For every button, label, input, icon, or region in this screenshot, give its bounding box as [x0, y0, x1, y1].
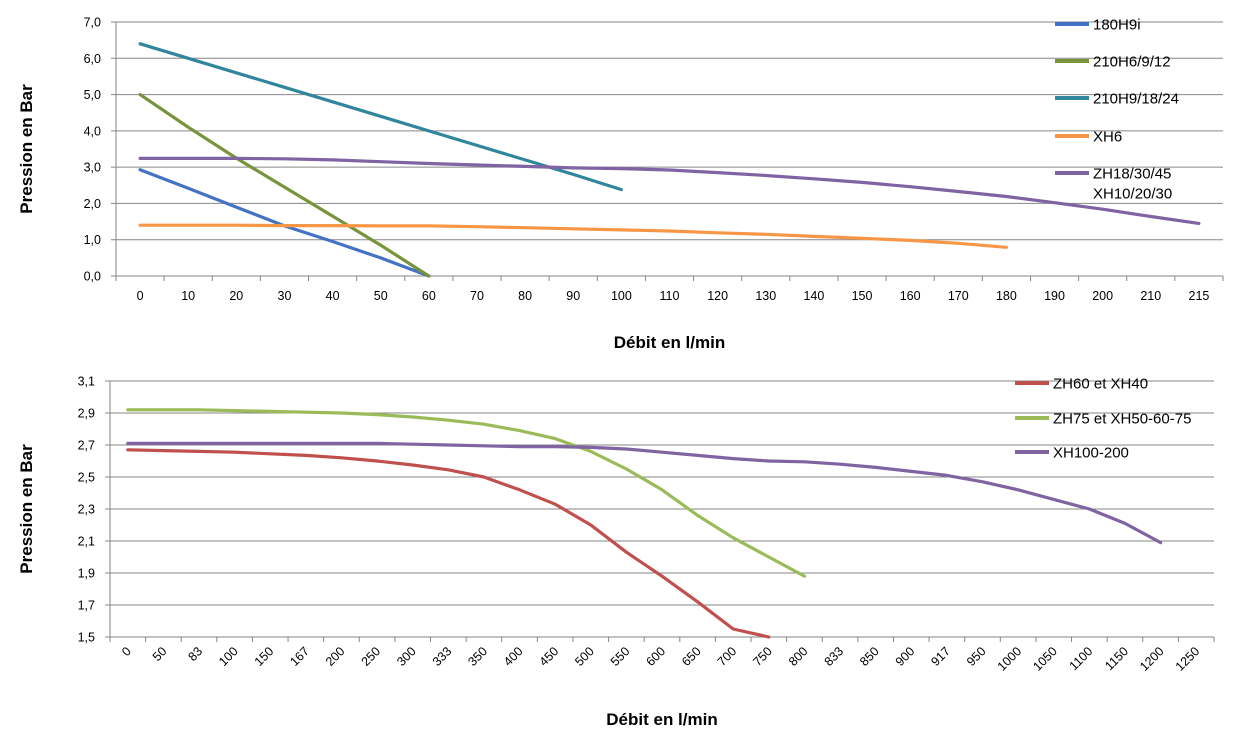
x-tick-label: 0 — [137, 289, 144, 303]
x-tick-label: 1250 — [1173, 644, 1203, 674]
x-tick-label: 917 — [928, 644, 953, 669]
legend-label: 210H6/9/12 — [1093, 54, 1171, 71]
x-tick-label: 250 — [359, 644, 384, 669]
x-tick-label: 215 — [1189, 289, 1210, 303]
x-tick-label: 450 — [537, 644, 562, 669]
legend-label: XH6 — [1093, 129, 1122, 146]
x-tick-label: 1000 — [995, 644, 1025, 674]
x-tick-label: 600 — [643, 644, 668, 669]
x-tick-label: 167 — [287, 644, 312, 669]
x-tick-label: 83 — [185, 644, 205, 664]
x-tick-label: 800 — [786, 644, 811, 669]
x-tick-label: 1100 — [1067, 644, 1096, 673]
x-tick-label: 50 — [374, 289, 388, 303]
series-line — [138, 92, 431, 278]
y-tick-label: 1,7 — [78, 599, 95, 613]
x-tick-label: 833 — [822, 644, 847, 669]
y-tick-label: 4,0 — [84, 124, 101, 138]
y-tick-label: 3,1 — [78, 375, 95, 389]
x-tick-label: 950 — [964, 644, 989, 669]
x-tick-label: 150 — [852, 289, 873, 303]
x-tick-label: 90 — [566, 289, 580, 303]
x-axis-title: Débit en l/min — [614, 333, 725, 352]
x-tick-label: 0 — [119, 644, 134, 659]
y-tick-label: 2,1 — [78, 535, 95, 549]
x-tick-label: 350 — [465, 644, 490, 669]
chart-top: 0,0 1,0 2,0 3,0 4,0 5,0 6,0 7,0 0 10 20 30 40 50 60 70 8… — [17, 16, 1224, 352]
x-tick-label: 1150 — [1102, 644, 1131, 673]
y-tick-label: 2,9 — [78, 407, 95, 421]
x-tick-label: 210 — [1140, 289, 1161, 303]
x-tick-label: 300 — [394, 644, 419, 669]
legend-label: 180H9i — [1093, 17, 1141, 34]
series-line — [126, 441, 1163, 545]
legend-label: XH100-200 — [1053, 445, 1129, 462]
x-tick-label: 900 — [893, 644, 918, 669]
y-tick-label: 2,5 — [78, 471, 95, 485]
legend-label: ZH75 et XH50-60-75 — [1053, 411, 1191, 428]
x-tick-label: 200 — [323, 644, 348, 669]
x-tick-label: 100 — [611, 289, 632, 303]
y-tick-label: 1,0 — [84, 233, 101, 247]
x-tick-label: 1050 — [1030, 644, 1060, 674]
chart-bottom: 1,5 1,7 1,9 2,1 2,3 2,5 2,7 2,9 3,1 0 50 83 100 150 16… — [17, 375, 1215, 729]
x-tick-label: 20 — [229, 289, 243, 303]
series-line — [126, 408, 807, 578]
x-tick-label: 130 — [755, 289, 776, 303]
x-tick-label: 170 — [948, 289, 969, 303]
y-tick-label: 2,0 — [84, 197, 101, 211]
x-tick-label: 180 — [996, 289, 1017, 303]
x-tick-label: 110 — [660, 289, 680, 303]
y-axis-title: Pression en Bar — [17, 84, 36, 214]
series-line — [138, 42, 624, 192]
x-tick-label: 60 — [422, 289, 436, 303]
x-tick-label: 30 — [278, 289, 292, 303]
x-tick-label: 333 — [430, 644, 455, 669]
x-tick-label: 200 — [1092, 289, 1113, 303]
legend-label: XH10/20/30 — [1093, 186, 1172, 203]
x-tick-label: 120 — [707, 289, 728, 303]
x-tick-label: 80 — [518, 289, 532, 303]
x-tick-label: 400 — [501, 644, 526, 669]
x-tick-label: 50 — [150, 644, 170, 664]
y-tick-label: 2,3 — [78, 503, 95, 517]
x-tick-label: 140 — [803, 289, 824, 303]
series-line — [138, 223, 1009, 249]
x-tick-label: 160 — [900, 289, 921, 303]
x-tick-label: 700 — [715, 644, 740, 669]
y-tick-label: 1,5 — [78, 631, 95, 645]
x-axis-title: Débit en l/min — [606, 710, 717, 729]
y-tick-label: 3,0 — [84, 161, 101, 175]
x-tick-label: 190 — [1044, 289, 1065, 303]
x-tick-label: 10 — [181, 289, 195, 303]
x-tick-label: 150 — [252, 644, 277, 669]
x-tick-label: 650 — [679, 644, 704, 669]
y-axis-title: Pression en Bar — [17, 444, 36, 574]
x-tick-label: 500 — [572, 644, 597, 669]
y-tick-label: 0,0 — [84, 270, 101, 284]
legend-label: ZH18/30/45 — [1093, 166, 1171, 183]
y-tick-label: 5,0 — [84, 88, 101, 102]
series-line — [126, 448, 771, 639]
series-line — [138, 156, 1201, 225]
y-tick-label: 7,0 — [84, 16, 101, 30]
x-tick-label: 40 — [326, 289, 340, 303]
legend-label: 210H9/18/24 — [1093, 91, 1179, 108]
x-tick-label: 70 — [470, 289, 484, 303]
x-tick-label: 850 — [857, 644, 882, 669]
x-tick-label: 100 — [216, 644, 241, 669]
x-tick-label: 1200 — [1137, 644, 1167, 674]
y-tick-label: 2,7 — [78, 439, 95, 453]
y-tick-label: 6,0 — [84, 52, 101, 66]
y-tick-label: 1,9 — [78, 567, 95, 581]
legend-label: ZH60 et XH40 — [1053, 376, 1148, 393]
x-tick-label: 750 — [750, 644, 775, 669]
x-tick-label: 550 — [608, 644, 633, 669]
